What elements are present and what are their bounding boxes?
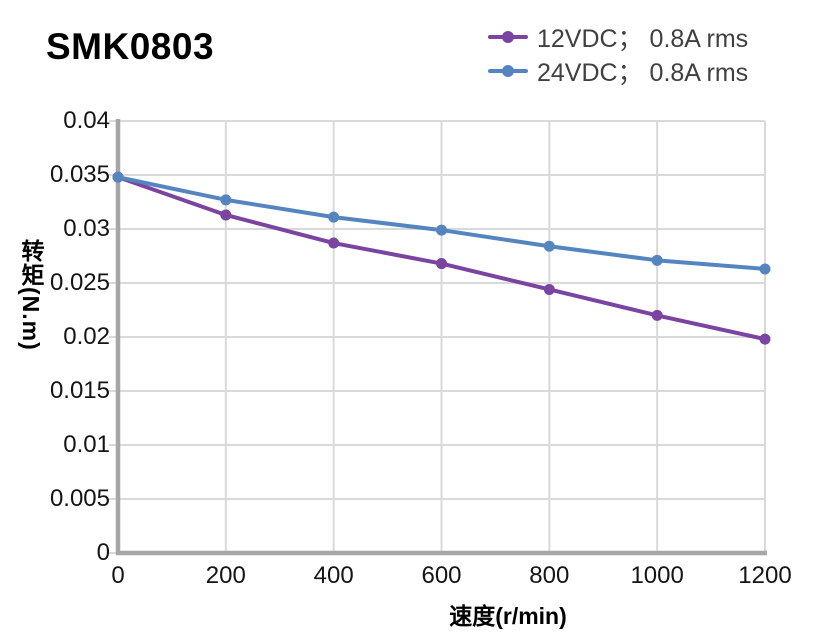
- data-point-marker: [543, 283, 555, 295]
- y-tick-label: 0.005: [49, 485, 110, 512]
- data-point-marker: [328, 237, 340, 249]
- legend-label-12vdc: 12VDC； 0.8A rms: [537, 25, 749, 53]
- data-point-marker: [436, 224, 447, 236]
- x-tick-label: 800: [529, 562, 570, 589]
- x-tick-label: 1000: [630, 562, 684, 589]
- chart-title: SMK0803: [46, 26, 215, 67]
- data-point-marker: [220, 194, 232, 206]
- data-point-marker: [220, 209, 232, 221]
- y-tick-label: 0.015: [49, 377, 110, 404]
- y-tick-label: 0: [96, 539, 110, 566]
- data-point-marker: [112, 171, 124, 183]
- x-axis-title: 速度(r/min): [449, 603, 567, 629]
- y-tick-label: 0.035: [49, 161, 110, 188]
- legend-item-12vdc: 12VDC； 0.8A rms: [488, 20, 748, 54]
- data-point-marker: [651, 309, 663, 321]
- y-tick-label: 0.02: [63, 323, 110, 350]
- x-tick-label: 1200: [738, 562, 792, 589]
- x-tick-label: 600: [421, 562, 462, 589]
- legend: 12VDC； 0.8A rms 24VDC； 0.8A rms: [488, 20, 748, 88]
- y-tick-label: 0.03: [63, 215, 110, 242]
- x-tick-label: 400: [313, 562, 354, 589]
- x-tick-label: 200: [205, 562, 246, 589]
- data-point-marker: [436, 258, 447, 270]
- data-point-marker: [759, 333, 771, 345]
- data-point-marker: [759, 263, 771, 275]
- x-tick-label: 0: [111, 562, 125, 589]
- y-axis-title: 转矩(N.m): [18, 239, 44, 351]
- data-point-marker: [651, 254, 663, 266]
- y-tick-label: 0.01: [63, 431, 110, 458]
- legend-marker-12vdc-icon: [488, 30, 528, 44]
- legend-item-24vdc: 24VDC； 0.8A rms: [488, 54, 748, 88]
- data-point-marker: [543, 240, 555, 252]
- legend-label-24vdc: 24VDC； 0.8A rms: [537, 59, 749, 87]
- y-tick-label: 0.04: [63, 107, 110, 134]
- y-tick-label: 0.025: [49, 269, 110, 296]
- legend-marker-24vdc-icon: [488, 64, 528, 78]
- data-point-marker: [328, 211, 340, 223]
